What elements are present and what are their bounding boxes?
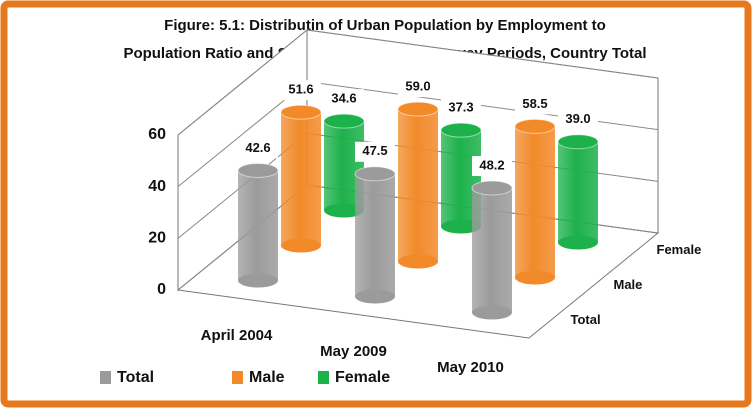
bar bbox=[558, 141, 598, 243]
legend-label: Total bbox=[117, 369, 154, 386]
legend-swatch bbox=[100, 371, 111, 384]
y-tick-label: 20 bbox=[148, 230, 166, 247]
value-label: 39.0 bbox=[565, 111, 590, 126]
value-label-box bbox=[472, 155, 512, 176]
bar bbox=[355, 173, 395, 297]
bar-top bbox=[557, 134, 599, 150]
legend-swatch bbox=[318, 371, 329, 384]
value-label-box bbox=[238, 138, 278, 159]
legend-swatch bbox=[232, 371, 243, 384]
value-label: 34.6 bbox=[331, 91, 356, 106]
bar-top bbox=[397, 101, 439, 117]
value-label: 42.6 bbox=[245, 140, 270, 155]
value-label-box bbox=[441, 98, 481, 119]
y-tick-label: 0 bbox=[157, 281, 166, 298]
value-label: 48.2 bbox=[479, 157, 504, 172]
bar-top bbox=[323, 113, 365, 129]
chart-title: Figure: 5.1: Distributin of Urban Popula… bbox=[164, 17, 606, 34]
bar-top bbox=[471, 180, 513, 196]
bar-top bbox=[280, 104, 322, 120]
value-label: 51.6 bbox=[288, 82, 313, 97]
x-tick-label: May 2010 bbox=[437, 359, 504, 376]
value-label-box bbox=[398, 77, 438, 98]
bar bbox=[238, 170, 278, 281]
legend-label: Male bbox=[249, 369, 285, 386]
depth-label: Male bbox=[614, 277, 643, 292]
value-label: 59.0 bbox=[405, 79, 430, 94]
bar-top bbox=[354, 166, 396, 182]
bar bbox=[398, 109, 438, 262]
depth-label: Female bbox=[657, 242, 702, 257]
value-label: 58.5 bbox=[522, 96, 547, 111]
y-tick-label: 40 bbox=[148, 178, 166, 195]
bar-top bbox=[514, 118, 556, 134]
value-label: 37.3 bbox=[448, 100, 473, 115]
legend-label: Female bbox=[335, 369, 390, 386]
value-label-box bbox=[558, 109, 598, 130]
bar bbox=[281, 112, 321, 246]
x-tick-label: May 2009 bbox=[320, 343, 387, 360]
bar bbox=[515, 126, 555, 278]
value-label-box bbox=[281, 80, 321, 101]
grid-line bbox=[177, 29, 659, 136]
bar bbox=[472, 187, 512, 313]
value-label-box bbox=[355, 141, 395, 162]
bar-top bbox=[237, 162, 279, 178]
x-tick-label: April 2004 bbox=[201, 327, 273, 344]
depth-label: Total bbox=[571, 312, 601, 327]
value-label: 47.5 bbox=[362, 143, 387, 158]
y-tick-label: 60 bbox=[148, 126, 166, 143]
value-label-box bbox=[515, 94, 555, 115]
value-label-box bbox=[324, 89, 364, 110]
bar-top bbox=[440, 122, 482, 138]
